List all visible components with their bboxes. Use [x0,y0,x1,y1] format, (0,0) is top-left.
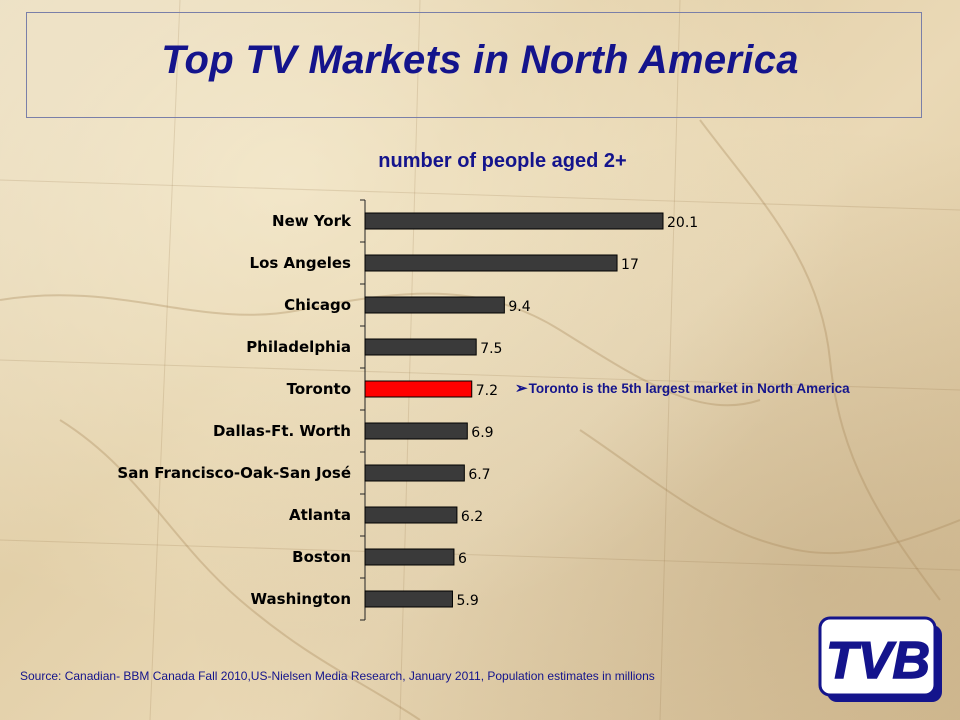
category-label-5: Dallas-Ft. Worth [213,422,351,440]
value-label-1: 17 [621,257,639,273]
category-label-3: Philadelphia [246,338,351,356]
category-label-7: Atlanta [289,506,351,524]
category-label-9: Washington [251,590,351,608]
value-label-6: 6.7 [468,467,490,483]
title-frame [26,12,922,118]
bar-6 [364,464,465,482]
bar-7 [364,506,458,524]
value-label-8: 6 [458,551,467,567]
annotation-text: Toronto is the 5th largest market in Nor… [528,381,850,396]
bar-8 [364,548,455,566]
category-label-1: Los Angeles [250,254,352,272]
bar-5 [364,422,468,440]
arrow-bullet-icon: ➢ [515,380,528,397]
category-label-6: San Francisco-Oak-San José [117,464,351,482]
value-label-9: 5.9 [456,593,478,609]
toronto-annotation: ➢Toronto is the 5th largest market in No… [515,379,850,397]
value-label-0: 20.1 [667,215,698,231]
bar-9 [364,590,453,608]
value-label-3: 7.5 [480,341,502,357]
value-label-4: 7.2 [476,383,498,399]
category-label-8: Boston [292,548,351,566]
bar-2 [364,296,505,314]
category-label-0: New York [272,212,352,230]
svg-text:TVB: TVB [826,632,930,690]
category-label-2: Chicago [284,296,351,314]
value-label-7: 6.2 [461,509,483,525]
value-label-5: 6.9 [471,425,493,441]
bar-1 [364,254,618,272]
bar-0 [364,212,664,230]
tvb-logo: TVB [818,616,942,702]
value-label-2: 9.4 [508,299,530,315]
chart-subtitle: number of people aged 2+ [378,150,627,172]
bar-3 [364,338,477,356]
bar-4 [364,380,473,398]
category-label-4: Toronto [287,380,351,398]
source-note: Source: Canadian- BBM Canada Fall 2010,U… [20,669,655,683]
page-title: Top TV Markets in North America [161,38,799,82]
